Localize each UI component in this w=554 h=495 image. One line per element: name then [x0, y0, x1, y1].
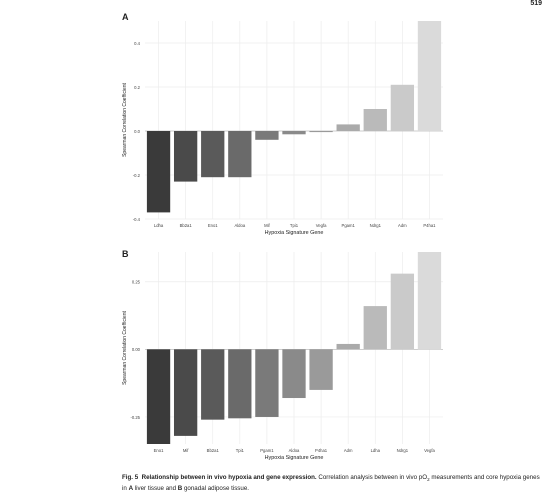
- y-tick-label: 0.4: [134, 41, 140, 46]
- y-tick-label: -0.2: [133, 173, 141, 178]
- y-tick-label: 0.2: [134, 85, 140, 90]
- bar-pgam1: [336, 124, 360, 131]
- bar-eno1: [201, 131, 225, 178]
- x-tick-label: Tpi1: [290, 223, 299, 228]
- y-tick-label: 0.00: [132, 347, 141, 352]
- x-tick-label: Vegfa: [424, 448, 435, 453]
- y-tick-label: -0.4: [133, 217, 141, 222]
- x-tick-label: Vegfa: [316, 223, 327, 228]
- x-tick-label: Ldha: [371, 448, 381, 453]
- bar-bhlhe41: [201, 349, 225, 420]
- figure-caption: Fig. 5 Relationship between in vivo hypo…: [122, 474, 542, 493]
- x-tick-label: Bb2a1: [180, 223, 193, 228]
- x-tick-label: Adm: [398, 223, 407, 228]
- x-tick-label: Tpi1: [236, 448, 245, 453]
- caption-tissue-a: liver tissue and: [134, 484, 177, 492]
- caption-fig-label: Fig. 5: [122, 474, 139, 481]
- bar-ndrg1: [390, 273, 415, 350]
- x-tick-label: P4ha1: [315, 448, 328, 453]
- caption-tissue-b-letter: B: [177, 484, 183, 492]
- y-tick-label: 0.25: [132, 280, 141, 285]
- bar-adm: [390, 84, 415, 131]
- bar-vegfa: [417, 252, 442, 350]
- bar-tpi1: [282, 131, 306, 135]
- y-tick-label: 0.0: [134, 129, 140, 134]
- x-axis-title: Hypoxia Signature Gene: [265, 230, 324, 236]
- caption-text-1: Correlation analysis between in vivo pO: [318, 474, 428, 481]
- panel-b-letter: B: [122, 249, 129, 259]
- x-tick-label: P4ha1: [423, 223, 436, 228]
- x-tick-label: Adm: [344, 448, 353, 453]
- y-tick-label: -0.25: [130, 415, 140, 420]
- x-tick-label: Ndrg1: [397, 448, 409, 453]
- y-axis-title: Spearman Correlation Coefficient: [122, 82, 128, 156]
- bar-p4ha1: [417, 21, 442, 131]
- bar-p4ha1: [309, 349, 333, 390]
- x-tick-label: Ldha: [154, 223, 164, 228]
- x-tick-label: Pgam1: [260, 448, 274, 453]
- bar-tpi1: [228, 349, 252, 419]
- x-tick-label: Mif: [264, 223, 270, 228]
- bar-adm: [336, 343, 360, 350]
- caption-subscript: 2: [427, 477, 430, 483]
- x-axis-title: Hypoxia Signature Gene: [265, 455, 324, 461]
- y-axis-title: Spearman Correlation Coefficient: [122, 310, 128, 384]
- chart-b: -0.25 0.00 0.25 Eno1 Mif Bb2a1 Tpi1 Pgam1 Aldoa P…: [122, 252, 443, 461]
- x-tick-label: Pgam1: [342, 223, 356, 228]
- bar-bhlhe41: [173, 131, 198, 182]
- bar-aldoa: [282, 349, 306, 399]
- caption-title: Relationship between in vivo hypoxia and…: [141, 474, 317, 481]
- bar-ndrg1: [363, 109, 387, 131]
- bar-aldoa: [228, 131, 252, 178]
- bar-pgam1: [255, 349, 279, 417]
- x-tick-label: Aldoa: [234, 223, 245, 228]
- x-tick-label: Eno1: [208, 223, 218, 228]
- panel-a-letter: A: [122, 12, 129, 22]
- caption-tissue-a-letter: A: [128, 484, 134, 492]
- bar-eno1: [146, 349, 171, 444]
- bar-vegfa: [309, 131, 333, 133]
- page-number: 519: [530, 0, 542, 7]
- bar-ldha: [146, 131, 171, 213]
- chart-a: -0.4 -0.2 0.0 0.2 0.4 Ldha Bb2a1 Eno1 Aldoa Mif Tp…: [122, 21, 443, 236]
- bar-mif: [173, 349, 198, 436]
- caption-text-2: measurements and core hypoxia genes in: [122, 474, 540, 492]
- x-tick-label: Bb2a1: [207, 448, 220, 453]
- x-tick-label: Eno1: [154, 448, 164, 453]
- caption-tissue-b: gonadal adipose tissue.: [183, 484, 250, 492]
- x-tick-label: Mif: [183, 448, 189, 453]
- x-tick-label: Aldoa: [289, 448, 300, 453]
- bar-mif: [255, 131, 279, 140]
- x-tick-label: Ndrg1: [370, 223, 382, 228]
- bar-ldha: [363, 306, 387, 350]
